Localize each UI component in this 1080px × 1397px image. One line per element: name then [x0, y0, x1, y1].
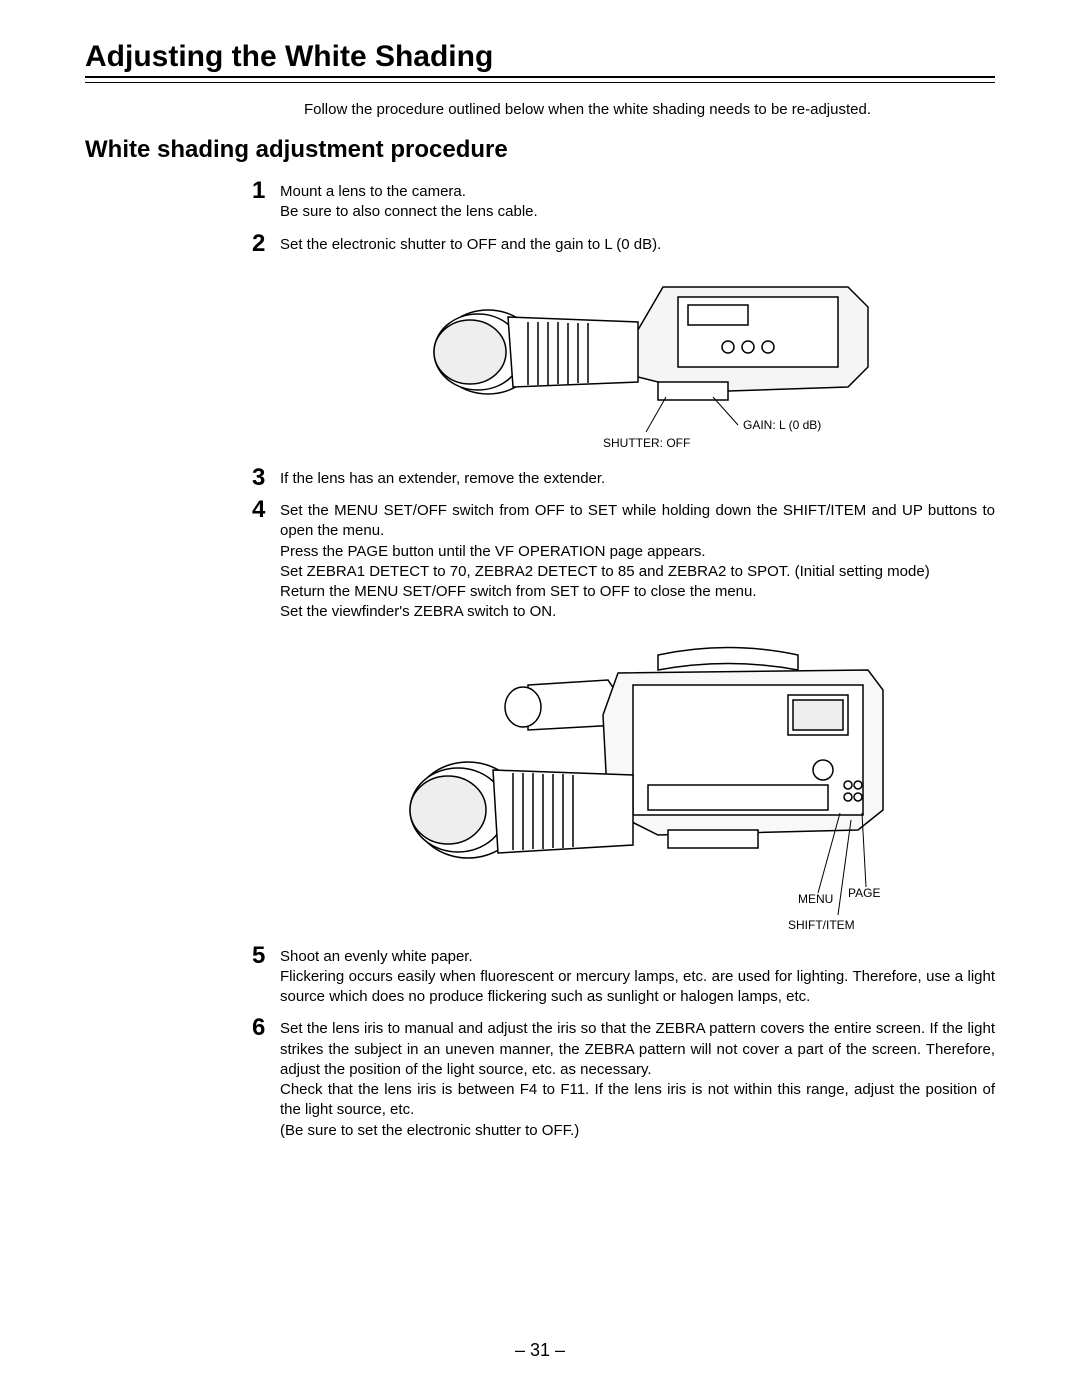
camera-full-diagram-icon: MENU PAGE SHIFT/ITEM [348, 635, 928, 935]
step-number: 5 [252, 942, 265, 970]
camera-figure-2: MENU PAGE SHIFT/ITEM [280, 635, 995, 935]
page-label: PAGE [848, 886, 880, 900]
step-text: Set the MENU SET/OFF switch from OFF to … [280, 501, 995, 542]
page-number: – 31 – [0, 1340, 1080, 1361]
step-body: If the lens has an extender, remove the … [280, 469, 995, 489]
step-6: 6 Set the lens iris to manual and adjust… [280, 1019, 995, 1141]
step-number: 4 [252, 496, 265, 524]
gain-label: GAIN: L (0 dB) [743, 418, 821, 432]
step-text: Return the MENU SET/OFF switch from SET … [280, 582, 995, 602]
step-text: Be sure to also connect the lens cable. [280, 202, 995, 222]
step-4: 4 Set the MENU SET/OFF switch from OFF t… [280, 501, 995, 623]
step-text: Press the PAGE button until the VF OPERA… [280, 542, 995, 562]
step-text: Set ZEBRA1 DETECT to 70, ZEBRA2 DETECT t… [280, 562, 995, 582]
page-title: Adjusting the White Shading [85, 40, 995, 74]
menu-label: MENU [798, 892, 833, 906]
step-text: Flickering occurs easily when fluorescen… [280, 967, 995, 1008]
step-body: Set the electronic shutter to OFF and th… [280, 235, 995, 255]
step-text: Set the electronic shutter to OFF and th… [280, 235, 995, 255]
step-body: Set the MENU SET/OFF switch from OFF to … [280, 501, 995, 623]
step-1: 1 Mount a lens to the camera. Be sure to… [280, 182, 995, 223]
step-text: Set the lens iris to manual and adjust t… [280, 1019, 995, 1080]
step-text: (Be sure to set the electronic shutter t… [280, 1121, 995, 1141]
step-number: 3 [252, 464, 265, 492]
step-number: 2 [252, 230, 265, 258]
step-number: 6 [252, 1014, 265, 1042]
step-2: 2 Set the electronic shutter to OFF and … [280, 235, 995, 255]
title-rule-thick [85, 76, 995, 78]
step-number: 1 [252, 177, 265, 205]
step-3: 3 If the lens has an extender, remove th… [280, 469, 995, 489]
camera-diagram-icon: SHUTTER: OFF GAIN: L (0 dB) [378, 267, 898, 457]
step-body: Mount a lens to the camera. Be sure to a… [280, 182, 995, 223]
step-5: 5 Shoot an evenly white paper. Flickerin… [280, 947, 995, 1008]
camera-figure-1: SHUTTER: OFF GAIN: L (0 dB) [280, 267, 995, 457]
title-rule-thin [85, 82, 995, 83]
step-body: Shoot an evenly white paper. Flickering … [280, 947, 995, 1008]
step-text: Mount a lens to the camera. [280, 182, 995, 202]
step-text: Set the viewfinder's ZEBRA switch to ON. [280, 602, 995, 622]
intro-text: Follow the procedure outlined below when… [85, 101, 995, 118]
step-text: Check that the lens iris is between F4 t… [280, 1080, 995, 1121]
step-body: Set the lens iris to manual and adjust t… [280, 1019, 995, 1141]
section-title: White shading adjustment procedure [85, 136, 995, 164]
steps-container: 1 Mount a lens to the camera. Be sure to… [85, 182, 995, 1141]
shift-item-label: SHIFT/ITEM [788, 918, 855, 932]
step-text: Shoot an evenly white paper. [280, 947, 995, 967]
shutter-label: SHUTTER: OFF [603, 436, 690, 450]
step-text: If the lens has an extender, remove the … [280, 469, 995, 489]
